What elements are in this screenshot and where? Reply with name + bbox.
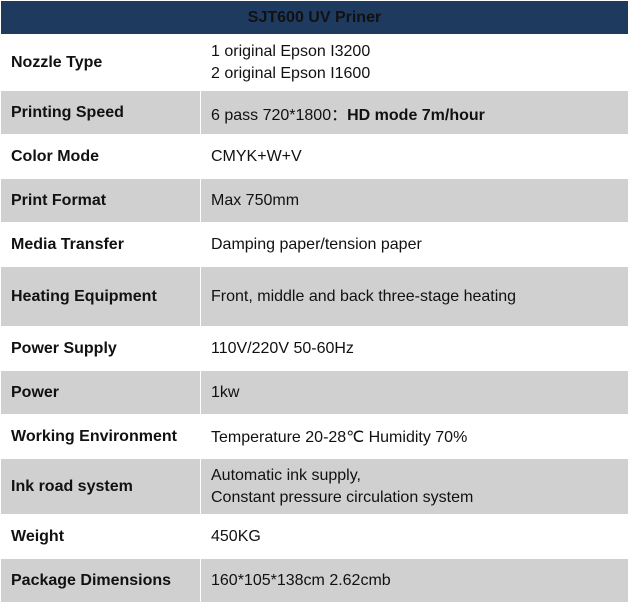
- table-row: Heating EquipmentFront, middle and back …: [1, 267, 629, 327]
- spec-value-line: Constant pressure circulation system: [211, 489, 473, 506]
- table-row: Media TransferDamping paper/tension pape…: [1, 223, 629, 267]
- table-row: Printing Speed6 pass 720*1800：HD mode 7m…: [1, 91, 629, 135]
- table-row: Print FormatMax 750mm: [1, 179, 629, 223]
- spec-label: Printing Speed: [1, 91, 201, 135]
- title-row: SJT600 UV Priner: [1, 1, 629, 35]
- spec-value: 6 pass 720*1800：HD mode 7m/hour: [201, 91, 629, 135]
- table-row: Power1kw: [1, 371, 629, 415]
- table-row: Power Supply110V/220V 50-60Hz: [1, 327, 629, 371]
- spec-value: 160*105*138cm 2.62cmb: [201, 559, 629, 603]
- spec-label: Media Transfer: [1, 223, 201, 267]
- table-row: Nozzle Type 1 original Epson I3200 2 origi…: [1, 35, 629, 91]
- spec-value-line: Automatic ink supply,: [211, 467, 361, 484]
- spec-value: 450KG: [201, 515, 629, 559]
- table-row: Package Dimensions160*105*138cm 2.62cmb: [1, 559, 629, 603]
- spec-label: Package Dimensions: [1, 559, 201, 603]
- spec-value: Automatic ink supply, Constant pressure c…: [201, 459, 629, 515]
- table-row: Ink road system Automatic ink supply, Cons…: [1, 459, 629, 515]
- table-row: Color ModeCMYK+W+V: [1, 135, 629, 179]
- spec-value: Damping paper/tension paper: [201, 223, 629, 267]
- spec-value: Temperature 20-28℃ Humidity 70%: [201, 415, 629, 459]
- spec-label: Nozzle Type: [1, 35, 201, 91]
- spec-label: Weight: [1, 515, 201, 559]
- spec-label: Heating Equipment: [1, 267, 201, 327]
- spec-value-line: 2 original Epson I1600: [211, 65, 370, 82]
- table-row: Weight450KG: [1, 515, 629, 559]
- spec-value: 1kw: [201, 371, 629, 415]
- spec-table: SJT600 UV Priner Nozzle Type1 original E…: [0, 0, 629, 603]
- spec-value: CMYK+W+V: [201, 135, 629, 179]
- spec-label: Print Format: [1, 179, 201, 223]
- spec-label: Working Environment: [1, 415, 201, 459]
- spec-value-line: 1 original Epson I3200: [211, 43, 370, 60]
- spec-value: 1 original Epson I3200 2 original Epson I…: [201, 35, 629, 91]
- spec-label: Ink road system: [1, 459, 201, 515]
- table-title: SJT600 UV Priner: [1, 1, 629, 35]
- spec-value-prefix: 6 pass 720*1800：: [211, 107, 347, 124]
- spec-value-bold: HD mode 7m/hour: [347, 107, 485, 124]
- spec-value: Max 750mm: [201, 179, 629, 223]
- spec-value: 110V/220V 50-60Hz: [201, 327, 629, 371]
- table-row: Working EnvironmentTemperature 20-28℃ Hu…: [1, 415, 629, 459]
- spec-label: Power Supply: [1, 327, 201, 371]
- spec-table-body: SJT600 UV Priner Nozzle Type1 original E…: [1, 1, 629, 603]
- spec-label: Color Mode: [1, 135, 201, 179]
- spec-value: Front, middle and back three-stage heati…: [201, 267, 629, 327]
- spec-label: Power: [1, 371, 201, 415]
